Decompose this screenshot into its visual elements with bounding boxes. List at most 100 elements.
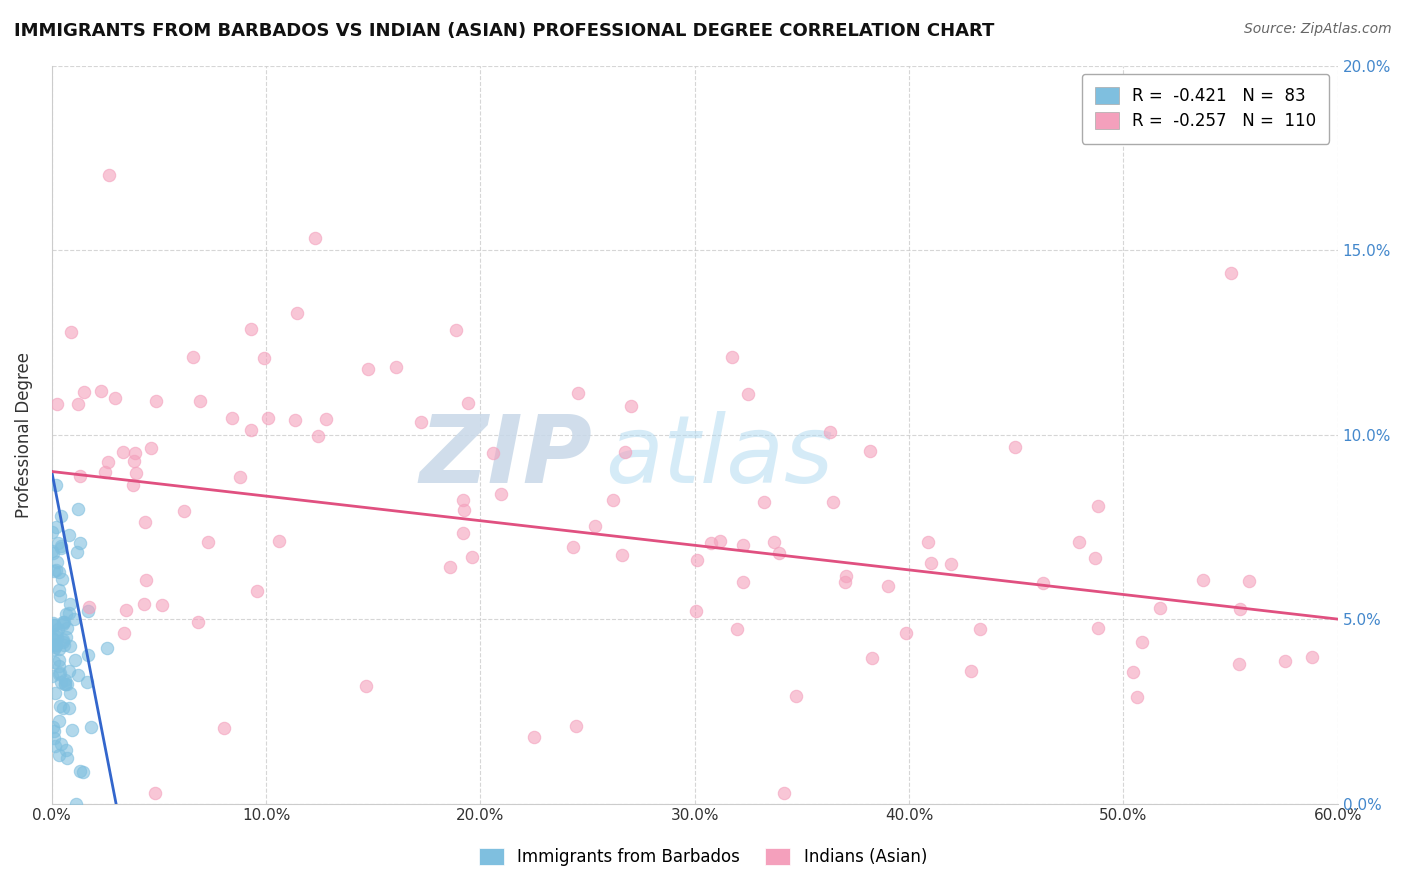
Point [1084, 551, 1107, 566]
Point [48, 582, 70, 597]
Point [356, 362, 378, 376]
Point [44, 739, 66, 754]
Point [567, 386, 589, 401]
Point [111, 445, 134, 459]
Point [41, 524, 63, 539]
Point [115, 603, 138, 617]
Point [51, 674, 73, 689]
Point [44, 655, 66, 669]
Point [77, 600, 100, 615]
Point [285, 306, 308, 320]
Point [79, 721, 101, 735]
Point [48, 748, 70, 763]
Point [135, 573, 157, 587]
Point [42, 724, 65, 739]
Point [1237, 574, 1260, 588]
Point [45, 631, 67, 645]
Point [66, 501, 89, 516]
Legend: R =  -0.421   N =  83, R =  -0.257   N =  110: R = -0.421 N = 83, R = -0.257 N = 110 [1083, 74, 1330, 144]
Point [45, 626, 67, 640]
Point [55, 621, 77, 635]
Point [42, 721, 65, 735]
Point [94, 465, 117, 479]
Point [49, 539, 72, 553]
Point [820, 425, 842, 439]
Point [69, 535, 91, 549]
Point [1087, 499, 1109, 513]
Point [42, 616, 65, 631]
Point [1220, 266, 1243, 280]
Point [700, 536, 723, 550]
Point [212, 721, 235, 735]
Point [619, 399, 641, 413]
Y-axis label: Professional Degree: Professional Degree [15, 351, 32, 517]
Point [48, 652, 70, 666]
Point [482, 446, 505, 460]
Text: atlas: atlas [605, 411, 832, 502]
Point [58, 664, 80, 678]
Point [240, 322, 263, 336]
Point [56, 750, 79, 764]
Point [453, 503, 475, 517]
Point [457, 396, 479, 410]
Point [181, 351, 204, 365]
Point [877, 579, 900, 593]
Point [124, 446, 146, 460]
Point [58, 606, 80, 620]
Point [58, 528, 80, 542]
Point [42, 564, 65, 578]
Point [45, 555, 67, 569]
Point [58, 686, 80, 700]
Point [896, 626, 918, 640]
Point [66, 545, 89, 559]
Point [859, 444, 882, 458]
Point [59, 597, 82, 611]
Point [725, 622, 748, 636]
Point [121, 477, 143, 491]
Point [45, 477, 67, 491]
Point [97, 168, 120, 182]
Point [969, 622, 991, 636]
Point [709, 534, 731, 549]
Point [439, 559, 461, 574]
Point [221, 410, 243, 425]
Point [55, 743, 77, 757]
Point [773, 786, 796, 800]
Point [1192, 573, 1215, 587]
Point [768, 546, 790, 560]
Point [42, 731, 65, 746]
Point [307, 428, 329, 442]
Point [384, 359, 406, 374]
Point [52, 701, 75, 715]
Point [835, 569, 858, 583]
Point [1229, 602, 1251, 616]
Point [141, 441, 163, 455]
Point [49, 589, 72, 603]
Point [561, 541, 583, 555]
Point [52, 615, 75, 629]
Point [124, 454, 146, 468]
Point [58, 639, 80, 653]
Point [46, 397, 69, 411]
Point [284, 413, 307, 427]
Point [90, 384, 112, 398]
Point [49, 509, 72, 524]
Point [42, 642, 65, 657]
Point [96, 641, 118, 656]
Point [103, 391, 125, 405]
Point [67, 397, 90, 411]
Point [55, 607, 77, 622]
Point [763, 535, 786, 549]
Point [197, 535, 219, 549]
Point [862, 651, 884, 665]
Point [754, 495, 776, 509]
Point [1032, 576, 1054, 591]
Point [51, 737, 73, 751]
Point [76, 604, 98, 618]
Point [53, 615, 76, 630]
Point [187, 615, 209, 629]
Point [53, 676, 76, 690]
Point [134, 515, 156, 529]
Point [409, 415, 432, 429]
Point [461, 549, 484, 564]
